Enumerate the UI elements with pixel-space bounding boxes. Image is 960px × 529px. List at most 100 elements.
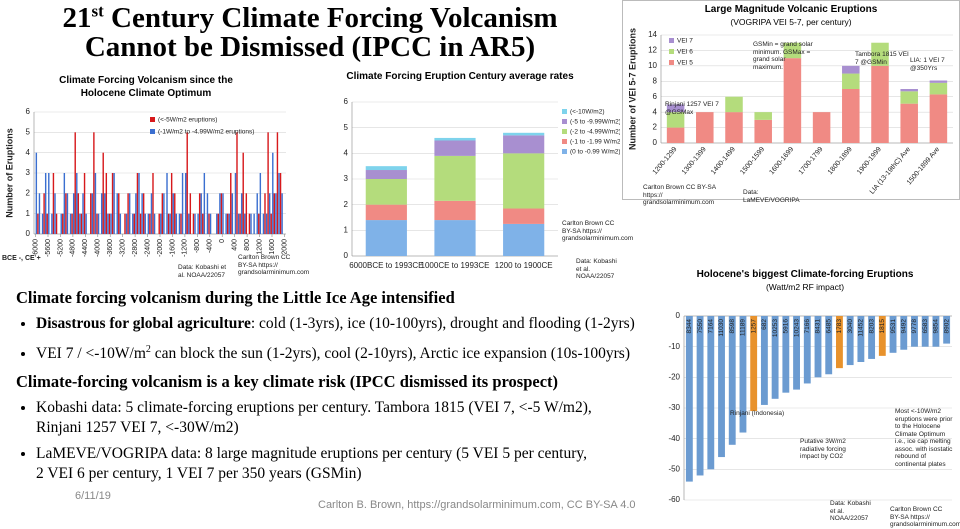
subtitle: (Watt/m2 RF impact): [765, 282, 845, 292]
bar: [153, 213, 156, 234]
bar: [160, 213, 162, 234]
bar: [278, 173, 280, 234]
bar: [71, 213, 73, 234]
bar: [236, 132, 238, 234]
annotation: Data: LaMEVE/VOGRIPA: [743, 189, 800, 204]
bar: [188, 213, 190, 234]
bullet: LaMEVE/VOGRIPA data: 8 large magnitude e…: [36, 444, 596, 484]
bar: [225, 213, 227, 234]
x-tick-label: 1400-1499: [710, 146, 737, 176]
bar: [108, 213, 111, 234]
bar: [273, 193, 276, 234]
bar-category-label: 8344: [686, 319, 693, 334]
bar: [51, 213, 53, 234]
y-tick-label: -20: [668, 372, 680, 381]
bar: [152, 173, 154, 234]
bar: [242, 152, 244, 234]
title-text: Century Climate Forcing Volcanism: [103, 2, 558, 34]
y-tick-label: -10: [668, 342, 680, 351]
bar-segment: [725, 96, 743, 113]
bar-segment: [929, 80, 948, 83]
bullet-text: can block the sun (1-2yrs), cool (2-10yr…: [150, 345, 630, 363]
annotation: Rinjani 1257 VEI 7 @GSMax: [665, 101, 719, 116]
bar: [144, 213, 146, 234]
chart-svg: 0 2 4 6 8 10 12 14 Number of VEI 5-7 Eruptions 12…: [627, 28, 953, 196]
bar-category-label: 9854: [933, 319, 940, 334]
bar-category-label: 9531: [890, 319, 897, 334]
bar-segment: [365, 204, 407, 221]
bar-category-label: 6485: [825, 319, 832, 334]
bar: [107, 213, 109, 234]
bar: [209, 213, 212, 234]
y-axis-label: Number of Eruptions: [4, 128, 14, 218]
title-text: Climate Forcing Volcanism since the Holo…: [59, 75, 233, 99]
bar-category-label: 11030: [718, 319, 725, 337]
bar: [138, 173, 140, 234]
title-text: 21: [62, 2, 92, 34]
bar: [150, 193, 153, 234]
bar: [239, 213, 241, 234]
section-heading: Climate-forcing volcanism is a key clima…: [16, 372, 559, 392]
chart-century-rates: 0 1 2 3 4 5 6 6000BCE to 1993CE 1000CE to 1993CE…: [300, 68, 634, 288]
chart-biggest-eruptions: 0 -10 -20 -30 -40 -50 -60 8344 7550 7164 11030 8598…: [650, 268, 960, 528]
bar-segment: [434, 220, 476, 256]
chart-title: Large Magnitude Volcanic Eruptions (VOGRI…: [623, 3, 959, 29]
legend-swatch: [562, 139, 567, 144]
bar: [127, 193, 129, 234]
bar: [161, 193, 164, 234]
bar: [262, 213, 265, 234]
y-tick-label: 0: [676, 311, 681, 320]
x-tick-label: 1900-1999: [856, 146, 883, 176]
bar: [253, 213, 255, 234]
bar: [943, 316, 951, 344]
bar: [230, 173, 232, 234]
bar: [128, 193, 131, 234]
bar: [718, 316, 725, 458]
bar: [97, 213, 100, 234]
bar: [279, 173, 282, 234]
bar: [35, 152, 38, 234]
x-tick-label: 800: [244, 239, 251, 251]
bar: [889, 316, 897, 353]
bar: [175, 213, 178, 234]
bar: [240, 193, 243, 234]
bar: [93, 132, 95, 234]
bar: [124, 213, 126, 234]
bar: [728, 316, 736, 445]
y-tick-label: -60: [668, 495, 680, 504]
bar: [74, 132, 76, 234]
bar-category-label: 3040: [847, 319, 854, 334]
bar-segment: [725, 112, 743, 143]
bar: [192, 213, 195, 234]
bar: [149, 213, 151, 234]
bar: [739, 316, 747, 433]
bar: [272, 152, 274, 234]
bar: [220, 193, 223, 234]
bar: [760, 316, 768, 405]
y-tick-label: 10: [648, 61, 657, 70]
x-tick-label: 1200 to 1900CE: [495, 261, 553, 270]
bar: [857, 316, 865, 362]
bar: [178, 213, 181, 234]
y-tick-label: 0: [653, 138, 658, 147]
legend-swatch: [562, 149, 567, 154]
bullet-list: Disastrous for global agriculture: cold …: [16, 314, 656, 364]
x-tick-label: 1700-1799: [798, 146, 825, 176]
bar: [135, 193, 137, 234]
x-tick-label: -1200: [182, 239, 189, 257]
bar: [55, 213, 58, 234]
x-tick-label: -2400: [144, 239, 151, 257]
bar: [184, 173, 187, 234]
chart-title: Climate Forcing Volcanism since the Holo…: [46, 74, 246, 100]
annotation: LIA: 1 VEI 7 @350Yrs: [910, 57, 945, 72]
bar-category-label: 7550: [697, 319, 704, 334]
bar: [167, 213, 170, 234]
annotation: Rinjani (Indonesia): [730, 410, 785, 417]
legend-swatch: [669, 60, 674, 65]
bar: [85, 213, 87, 234]
y-tick-label: 2: [344, 200, 349, 209]
bar: [685, 316, 693, 482]
bullet-text: VEI 7 / <-10W/m: [36, 345, 146, 363]
